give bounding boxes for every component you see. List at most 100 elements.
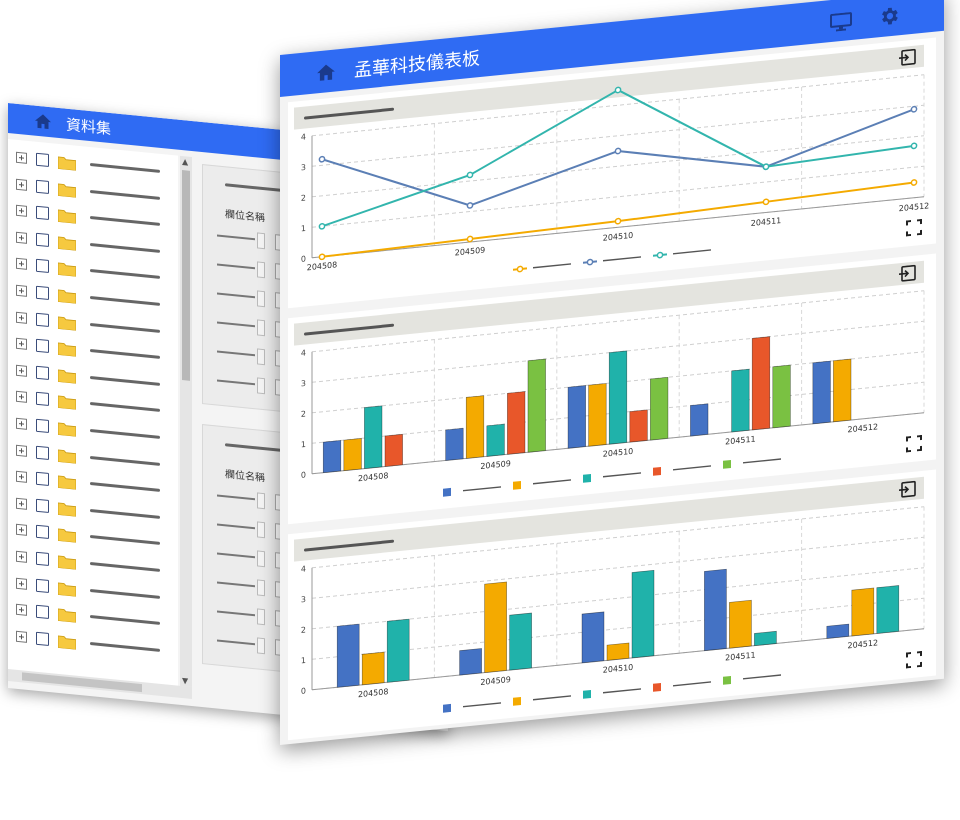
expand-icon[interactable]: [16, 364, 27, 377]
row-checkbox[interactable]: [36, 525, 49, 540]
field-spinner[interactable]: [257, 637, 265, 655]
row-checkbox[interactable]: [36, 205, 49, 221]
field-spinner[interactable]: [257, 348, 265, 366]
row-checkbox[interactable]: [36, 498, 49, 513]
tree-row[interactable]: [14, 547, 174, 583]
x-tick-label: 204510: [603, 447, 633, 459]
settings-icon[interactable]: [878, 4, 900, 28]
monitor-icon[interactable]: [830, 12, 852, 32]
field-spinner[interactable]: [257, 232, 265, 250]
expand-icon[interactable]: [16, 550, 27, 563]
field-spinner[interactable]: [257, 261, 265, 279]
y-tick-label: 2: [301, 625, 306, 634]
expand-icon[interactable]: [16, 524, 27, 537]
tree-row[interactable]: [14, 626, 174, 662]
tree-row[interactable]: [14, 281, 174, 317]
tree-row[interactable]: [14, 387, 174, 423]
row-checkbox[interactable]: [36, 471, 49, 487]
tree-row[interactable]: [14, 334, 174, 370]
x-tick-label: 204510: [603, 231, 633, 243]
exit-icon[interactable]: [898, 480, 916, 499]
tree-row[interactable]: [14, 414, 174, 450]
x-tick-label: 204509: [455, 246, 485, 258]
tree-row[interactable]: [14, 573, 174, 609]
tree-row[interactable]: [14, 520, 174, 556]
tree-row[interactable]: [14, 467, 174, 503]
row-checkbox[interactable]: [36, 392, 49, 407]
expand-icon[interactable]: [16, 391, 27, 404]
expand-icon[interactable]: [16, 337, 27, 351]
fullscreen-icon[interactable]: [906, 434, 922, 453]
fullscreen-icon[interactable]: [906, 650, 922, 669]
expand-icon[interactable]: [16, 630, 27, 643]
field-spinner[interactable]: [257, 319, 265, 337]
home-icon[interactable]: [316, 62, 336, 82]
expand-icon[interactable]: [16, 470, 27, 484]
expand-icon[interactable]: [16, 258, 27, 271]
tree-row[interactable]: [14, 600, 174, 636]
expand-icon[interactable]: [16, 417, 27, 430]
bar: [384, 433, 403, 467]
field-label-placeholder: [217, 523, 255, 530]
line-chart: 0 1 2 3 4 204508 204509 204510 204511 204512: [301, 74, 929, 273]
row-label-placeholder: [90, 349, 160, 360]
row-checkbox[interactable]: [36, 312, 49, 327]
exit-icon[interactable]: [898, 264, 916, 283]
bar: [704, 568, 727, 651]
row-checkbox[interactable]: [36, 365, 49, 380]
field-spinner[interactable]: [257, 377, 265, 395]
expand-icon[interactable]: [16, 497, 27, 510]
bar: [876, 585, 900, 634]
field-spinner[interactable]: [257, 492, 265, 510]
expand-icon[interactable]: [16, 444, 27, 457]
expand-icon[interactable]: [16, 231, 27, 244]
legend-label-placeholder: [743, 458, 781, 464]
row-checkbox[interactable]: [36, 179, 49, 194]
field-spinner[interactable]: [257, 608, 265, 626]
expand-icon[interactable]: [16, 577, 27, 590]
y-tick-label: 3: [301, 595, 306, 604]
row-checkbox[interactable]: [36, 578, 49, 593]
tree-vertical-scrollbar[interactable]: ▲ ▼: [180, 155, 192, 688]
field-spinner[interactable]: [257, 550, 265, 568]
field-spinner[interactable]: [257, 579, 265, 597]
home-icon[interactable]: [34, 113, 52, 131]
tree-row[interactable]: [14, 148, 174, 184]
exit-icon[interactable]: [898, 48, 916, 67]
tree-row[interactable]: [14, 307, 174, 343]
bar: [650, 376, 669, 441]
row-checkbox[interactable]: [36, 418, 49, 434]
row-checkbox[interactable]: [36, 259, 49, 274]
legend-swatch: [723, 675, 731, 685]
expand-icon[interactable]: [16, 284, 27, 297]
field-spinner[interactable]: [257, 521, 265, 539]
tree-row[interactable]: [14, 201, 174, 237]
x-tick-label: 204511: [725, 651, 755, 663]
row-checkbox[interactable]: [36, 631, 49, 646]
expand-icon[interactable]: [16, 151, 27, 164]
field-spinner[interactable]: [257, 290, 265, 308]
scroll-up-icon[interactable]: ▲: [182, 157, 189, 167]
expand-icon[interactable]: [16, 204, 27, 218]
legend-swatch: [443, 703, 451, 713]
tree-row[interactable]: [14, 254, 174, 290]
row-checkbox[interactable]: [36, 152, 49, 168]
tree-row[interactable]: [14, 440, 174, 476]
field-label-placeholder: [217, 494, 255, 501]
expand-icon[interactable]: [16, 178, 27, 191]
tree-row[interactable]: [14, 227, 174, 263]
row-checkbox[interactable]: [36, 232, 49, 247]
row-checkbox[interactable]: [36, 551, 49, 567]
expand-icon[interactable]: [16, 603, 27, 617]
row-checkbox[interactable]: [36, 338, 49, 354]
expand-icon[interactable]: [16, 311, 27, 324]
row-checkbox[interactable]: [36, 285, 49, 301]
tree-row[interactable]: [14, 360, 174, 396]
row-checkbox[interactable]: [36, 604, 49, 620]
row-checkbox[interactable]: [36, 445, 49, 460]
fullscreen-icon[interactable]: [906, 218, 922, 237]
scroll-down-icon[interactable]: ▼: [182, 676, 189, 686]
scroll-thumb[interactable]: [182, 170, 190, 381]
tree-row[interactable]: [14, 493, 174, 529]
tree-row[interactable]: [14, 174, 174, 210]
